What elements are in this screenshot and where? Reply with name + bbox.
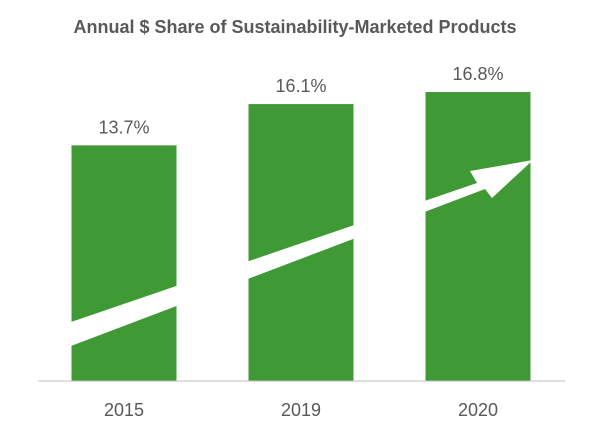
x-tick-label-2019: 2019	[281, 400, 321, 420]
bar-2020	[425, 92, 531, 381]
data-labels-group: 13.7% 16.1% 16.8%	[98, 64, 503, 137]
data-label-2020: 16.8%	[452, 64, 503, 84]
x-tick-label-2015: 2015	[104, 400, 144, 420]
x-tick-labels-group: 2015 2019 2020	[104, 400, 498, 420]
trend-arrow-group	[71, 160, 533, 346]
trend-arrow	[71, 160, 533, 346]
x-tick-label-2020: 2020	[458, 400, 498, 420]
data-label-2015: 13.7%	[98, 117, 149, 137]
bar-2015	[71, 145, 177, 381]
chart-title: Annual $ Share of Sustainability-Markete…	[73, 17, 516, 37]
data-label-2019: 16.1%	[275, 76, 326, 96]
